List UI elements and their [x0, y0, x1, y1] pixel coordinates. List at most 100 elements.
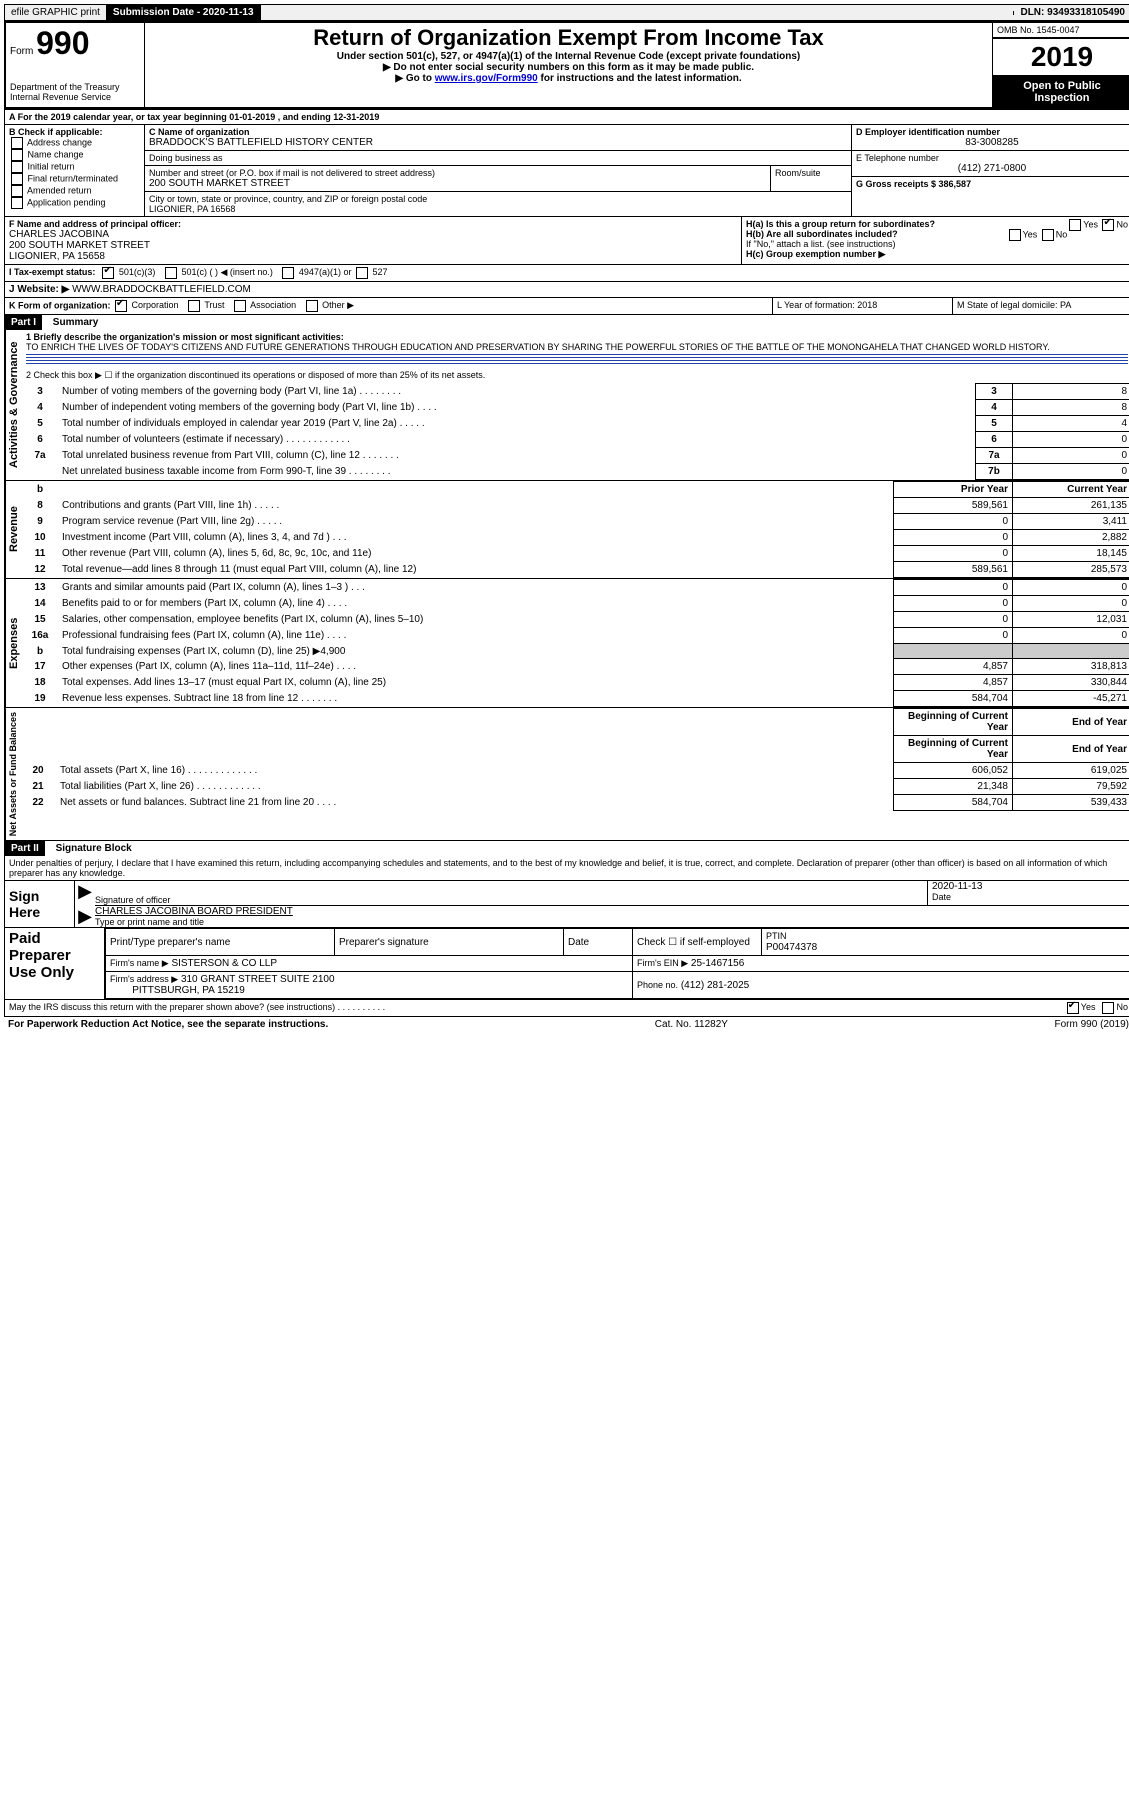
- prep-sig-label: Preparer's signature: [335, 929, 564, 956]
- org-name: BRADDOCK'S BATTLEFIELD HISTORY CENTER: [149, 137, 847, 148]
- form-number: 990: [36, 25, 89, 61]
- org-addr: 200 SOUTH MARKET STREET: [149, 178, 766, 189]
- prep-name-label: Print/Type preparer's name: [106, 929, 335, 956]
- line-a: A For the 2019 calendar year, or tax yea…: [5, 110, 1129, 125]
- hc-label: H(c) Group exemption number ▶: [746, 249, 1128, 260]
- side-na: Net Assets or Fund Balances: [5, 708, 20, 840]
- dba-label: Doing business as: [149, 153, 847, 163]
- open-public: Open to Public Inspection: [992, 76, 1129, 108]
- officer-addr1: 200 SOUTH MARKET STREET: [9, 240, 737, 251]
- f-label: F Name and address of principal officer:: [9, 219, 737, 229]
- summary-row: 15Salaries, other compensation, employee…: [22, 612, 1129, 628]
- date-label: Date: [932, 892, 1129, 902]
- top-bar: efile GRAPHIC print Submission Date - 20…: [4, 4, 1129, 21]
- summary-row: Net unrelated business taxable income fr…: [22, 464, 1129, 480]
- sig-officer-label: Signature of officer: [95, 895, 927, 905]
- prep-date-label: Date: [564, 929, 633, 956]
- summary-row: 17Other expenses (Part IX, column (A), l…: [22, 659, 1129, 675]
- check-item[interactable]: Name change: [9, 149, 140, 161]
- check-item[interactable]: Application pending: [9, 197, 140, 209]
- summary-row: 13Grants and similar amounts paid (Part …: [22, 580, 1129, 596]
- tax-year: 2019: [992, 38, 1129, 76]
- omb-label: OMB No. 1545-0047: [992, 22, 1129, 38]
- check-item[interactable]: Final return/terminated: [9, 173, 140, 185]
- part2-hdr: Part II: [5, 841, 45, 856]
- mission: TO ENRICH THE LIVES OF TODAY'S CITIZENS …: [26, 342, 1050, 352]
- summary-row: 16aProfessional fundraising fees (Part I…: [22, 628, 1129, 644]
- summary-row: 6Total number of volunteers (estimate if…: [22, 432, 1129, 448]
- summary-row: 18Total expenses. Add lines 13–17 (must …: [22, 675, 1129, 691]
- subtitle-3-pre: ▶ Go to: [395, 73, 434, 84]
- arrow-icon: ▶: [75, 881, 95, 906]
- summary-row: 14Benefits paid to or for members (Part …: [22, 596, 1129, 612]
- c-name-label: C Name of organization: [149, 127, 847, 137]
- discuss-label: May the IRS discuss this return with the…: [9, 1002, 1065, 1014]
- check-item[interactable]: Amended return: [9, 185, 140, 197]
- summary-row: 3Number of voting members of the governi…: [22, 384, 1129, 400]
- j-label: J Website: ▶: [9, 284, 69, 295]
- part2-title: Signature Block: [48, 843, 132, 854]
- officer-addr2: LIGONIER, PA 15658: [9, 251, 737, 262]
- summary-row: 10Investment income (Part VIII, column (…: [22, 530, 1129, 546]
- ha-label: H(a) Is this a group return for subordin…: [746, 219, 935, 229]
- summary-row: 11Other revenue (Part VIII, column (A), …: [22, 546, 1129, 562]
- officer-printed: CHARLES JACOBINA BOARD PRESIDENT: [95, 906, 1129, 917]
- side-rev: Revenue: [5, 481, 22, 578]
- i-label: I Tax-exempt status:: [9, 267, 95, 279]
- m-label: M State of legal domicile: PA: [952, 298, 1129, 314]
- paid-preparer: Paid Preparer Use Only: [5, 928, 105, 999]
- sig-date: 2020-11-13: [932, 881, 1129, 892]
- line1-label: 1 Briefly describe the organization's mi…: [26, 332, 344, 342]
- room-label: Room/suite: [771, 166, 851, 192]
- part1-title: Summary: [45, 317, 99, 328]
- prep-check: Check ☐ if self-employed: [633, 929, 762, 956]
- efile-label: efile GRAPHIC print: [5, 5, 107, 20]
- dln: DLN: 93493318105490: [1014, 5, 1129, 20]
- addr-label: Number and street (or P.O. box if mail i…: [149, 168, 766, 178]
- side-exp: Expenses: [5, 579, 22, 707]
- website: WWW.BRADDOCKBATTLEFIELD.COM: [72, 284, 251, 295]
- d-label: D Employer identification number: [856, 127, 1128, 137]
- subtitle-1: Under section 501(c), 527, or 4947(a)(1)…: [149, 51, 988, 62]
- form-label: Form: [10, 46, 33, 57]
- summary-row: bTotal fundraising expenses (Part IX, co…: [22, 644, 1129, 659]
- irs-link[interactable]: www.irs.gov/Form990: [435, 73, 538, 84]
- summary-row: 22Net assets or fund balances. Subtract …: [20, 795, 1129, 811]
- city-label: City or town, state or province, country…: [149, 194, 847, 204]
- h-note: If "No," attach a list. (see instruction…: [746, 239, 1128, 249]
- hb-label: H(b) Are all subordinates included?: [746, 229, 898, 239]
- officer-type-label: Type or print name and title: [95, 917, 1129, 927]
- arrow-icon: ▶: [75, 906, 95, 927]
- summary-row: 8Contributions and grants (Part VIII, li…: [22, 498, 1129, 514]
- form-title: Return of Organization Exempt From Incom…: [149, 25, 988, 51]
- summary-row: 4Number of independent voting members of…: [22, 400, 1129, 416]
- summary-row: 9Program service revenue (Part VIII, lin…: [22, 514, 1129, 530]
- summary-row: 7aTotal unrelated business revenue from …: [22, 448, 1129, 464]
- ein: 83-3008285: [856, 137, 1128, 148]
- e-label: E Telephone number: [856, 153, 1128, 163]
- footer-mid: Cat. No. 11282Y: [655, 1019, 728, 1030]
- l-label: L Year of formation: 2018: [772, 298, 952, 314]
- side-ag: Activities & Governance: [5, 330, 22, 480]
- phone: (412) 271-0800: [856, 163, 1128, 174]
- sign-here: Sign Here: [5, 881, 75, 927]
- submission-date: Submission Date - 2020-11-13: [107, 5, 261, 20]
- k-label: K Form of organization:: [9, 300, 111, 310]
- summary-row: 20Total assets (Part X, line 16) . . . .…: [20, 763, 1129, 779]
- check-item[interactable]: Address change: [9, 137, 140, 149]
- org-city: LIGONIER, PA 16568: [149, 204, 847, 214]
- summary-row: 5Total number of individuals employed in…: [22, 416, 1129, 432]
- g-label: G Gross receipts $ 386,587: [852, 177, 1129, 191]
- declaration: Under penalties of perjury, I declare th…: [5, 856, 1129, 880]
- officer-name: CHARLES JACOBINA: [9, 229, 737, 240]
- summary-row: 19Revenue less expenses. Subtract line 1…: [22, 691, 1129, 707]
- b-label: B Check if applicable:: [9, 127, 140, 137]
- summary-row: 21Total liabilities (Part X, line 26) . …: [20, 779, 1129, 795]
- footer-right: Form 990 (2019): [1055, 1019, 1129, 1030]
- form-header: Form 990 Department of the Treasury Inte…: [4, 21, 1129, 109]
- footer-left: For Paperwork Reduction Act Notice, see …: [8, 1019, 328, 1030]
- check-item[interactable]: Initial return: [9, 161, 140, 173]
- part1-hdr: Part I: [5, 315, 42, 330]
- subtitle-2: ▶ Do not enter social security numbers o…: [149, 62, 988, 73]
- line2: 2 Check this box ▶ ☐ if the organization…: [22, 368, 1129, 383]
